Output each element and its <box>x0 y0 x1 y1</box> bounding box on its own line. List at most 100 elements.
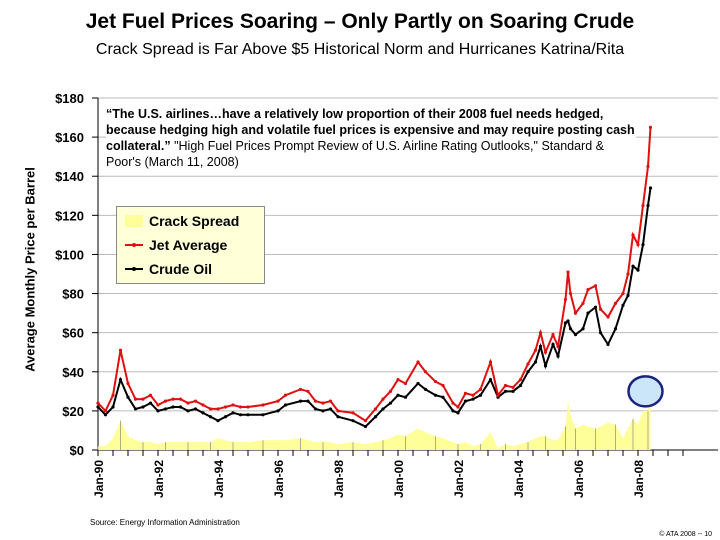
jet-average-point <box>403 381 408 386</box>
jet-average-point <box>208 407 213 411</box>
jet-average-point <box>246 405 250 409</box>
jet-average-point <box>631 233 635 237</box>
jet-average-point <box>648 125 653 129</box>
crude-oil-point <box>246 413 250 417</box>
crude-oil-point <box>488 378 493 382</box>
crude-oil-point <box>586 311 590 315</box>
jet-average-point <box>566 270 570 274</box>
crude-oil-point <box>606 342 610 346</box>
jet-average-point <box>283 393 288 397</box>
crude-oil-point <box>543 364 548 368</box>
x-tick-label: Jan-08 <box>632 460 646 498</box>
crude-oil-point <box>363 424 368 429</box>
jet-average-point <box>496 393 500 397</box>
crude-oil-point <box>178 405 183 409</box>
crude-oil-point <box>186 409 190 413</box>
crude-oil-point <box>238 413 243 417</box>
chart-title: Jet Fuel Prices Soaring – Only Partly on… <box>85 10 635 33</box>
crude-oil-point <box>581 327 585 331</box>
crude-oil-point <box>126 395 130 399</box>
x-tick-label: Jan-90 <box>92 460 106 498</box>
jet-average-point <box>488 360 493 364</box>
highlight-circle <box>627 375 664 408</box>
x-tick-label: Jan-96 <box>272 460 286 498</box>
jet-average-point <box>141 397 145 401</box>
crude-oil-point <box>613 327 618 331</box>
jet-average-point <box>456 405 460 409</box>
crude-oil-point <box>593 305 598 309</box>
jet-average-point <box>193 399 198 403</box>
jet-average-point <box>581 301 585 305</box>
jet-average-point <box>156 403 160 407</box>
jet-average-point <box>298 387 303 391</box>
jet-average-point <box>551 333 555 337</box>
crude-oil-point <box>208 415 213 419</box>
crude-oil-point <box>283 403 288 407</box>
jet-average-point <box>126 381 130 386</box>
jet-average-point <box>396 378 400 382</box>
crude-oil-point <box>626 293 630 298</box>
crude-oil-point <box>118 378 123 382</box>
legend: Crack Spread Jet Average Crude Oil <box>116 206 265 284</box>
jet-average-point <box>336 409 340 413</box>
crude-oil-point <box>388 401 393 405</box>
crude-oil-point <box>201 411 205 415</box>
crude-oil-point <box>298 399 303 403</box>
crude-oil-point <box>321 409 325 413</box>
jet-average-point <box>441 383 445 388</box>
crude-oil-point <box>423 387 428 391</box>
jet-average-point <box>148 393 153 397</box>
crude-oil-point <box>148 401 153 405</box>
jet-average-point <box>306 389 310 393</box>
crude-oil-point <box>478 393 483 397</box>
jet-average-point <box>593 284 598 288</box>
jet-average-point <box>103 409 108 413</box>
y-tick-label: $160 <box>55 130 84 145</box>
crude-oil-point <box>351 419 355 423</box>
y-tick-label: $0 <box>70 443 84 458</box>
crude-oil-point <box>518 383 523 388</box>
crude-oil-point <box>451 409 455 413</box>
x-tick-label: Jan-04 <box>512 460 526 498</box>
crude-oil-point <box>566 319 570 323</box>
jet-average-point <box>626 272 630 276</box>
quote-text: “The U.S. airlines…have a relatively low… <box>106 106 636 170</box>
jet-average-point <box>363 419 368 423</box>
jet-average-point <box>526 362 530 366</box>
crude-oil-point <box>503 389 508 393</box>
legend-label: Crude Oil <box>149 261 213 277</box>
jet-average-point <box>381 397 385 401</box>
jet-average-point <box>261 403 265 407</box>
y-tick-label: $100 <box>55 247 84 262</box>
jet-average-point <box>216 407 220 411</box>
crude-oil-point <box>328 407 333 411</box>
jet-average-point <box>511 385 515 390</box>
x-tick-label: Jan-94 <box>212 460 226 498</box>
jet-average-point <box>433 379 438 384</box>
jet-average-point <box>201 403 205 407</box>
crude-oil-point <box>441 395 445 399</box>
crude-oil-point <box>631 264 635 268</box>
y-tick-label: $40 <box>62 365 84 380</box>
jet-average-point <box>563 297 568 302</box>
crude-oil-point <box>646 203 650 208</box>
crude-oil-point <box>511 389 515 393</box>
legend-crack: Crack Spread <box>125 213 239 229</box>
crude-oil-point <box>141 405 145 409</box>
y-tick-label: $60 <box>62 326 84 341</box>
jet-average-point <box>96 401 100 405</box>
quote-citation: "High Fuel Prices Prompt Review of U.S. … <box>106 139 604 169</box>
crack-swatch-icon <box>125 215 143 227</box>
crude-oil-point <box>573 333 578 337</box>
x-tick-label: Jan-98 <box>332 460 346 498</box>
jet-average-point <box>646 164 650 169</box>
legend-crude: Crude Oil <box>125 261 212 277</box>
crude-oil-point <box>111 405 115 409</box>
jet-average-point <box>451 401 455 405</box>
jet-average-point <box>118 348 123 352</box>
jet-average-point <box>388 389 393 393</box>
crude-oil-point <box>103 413 108 417</box>
jet-average-point <box>111 393 115 397</box>
crude-oil-point <box>636 268 640 272</box>
